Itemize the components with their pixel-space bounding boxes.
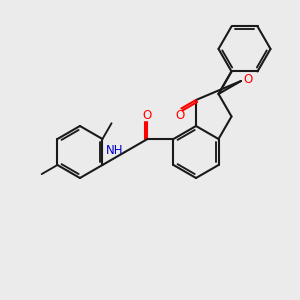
Text: NH: NH (106, 145, 123, 158)
Text: O: O (143, 109, 152, 122)
Text: O: O (243, 74, 253, 86)
Text: O: O (176, 109, 185, 122)
